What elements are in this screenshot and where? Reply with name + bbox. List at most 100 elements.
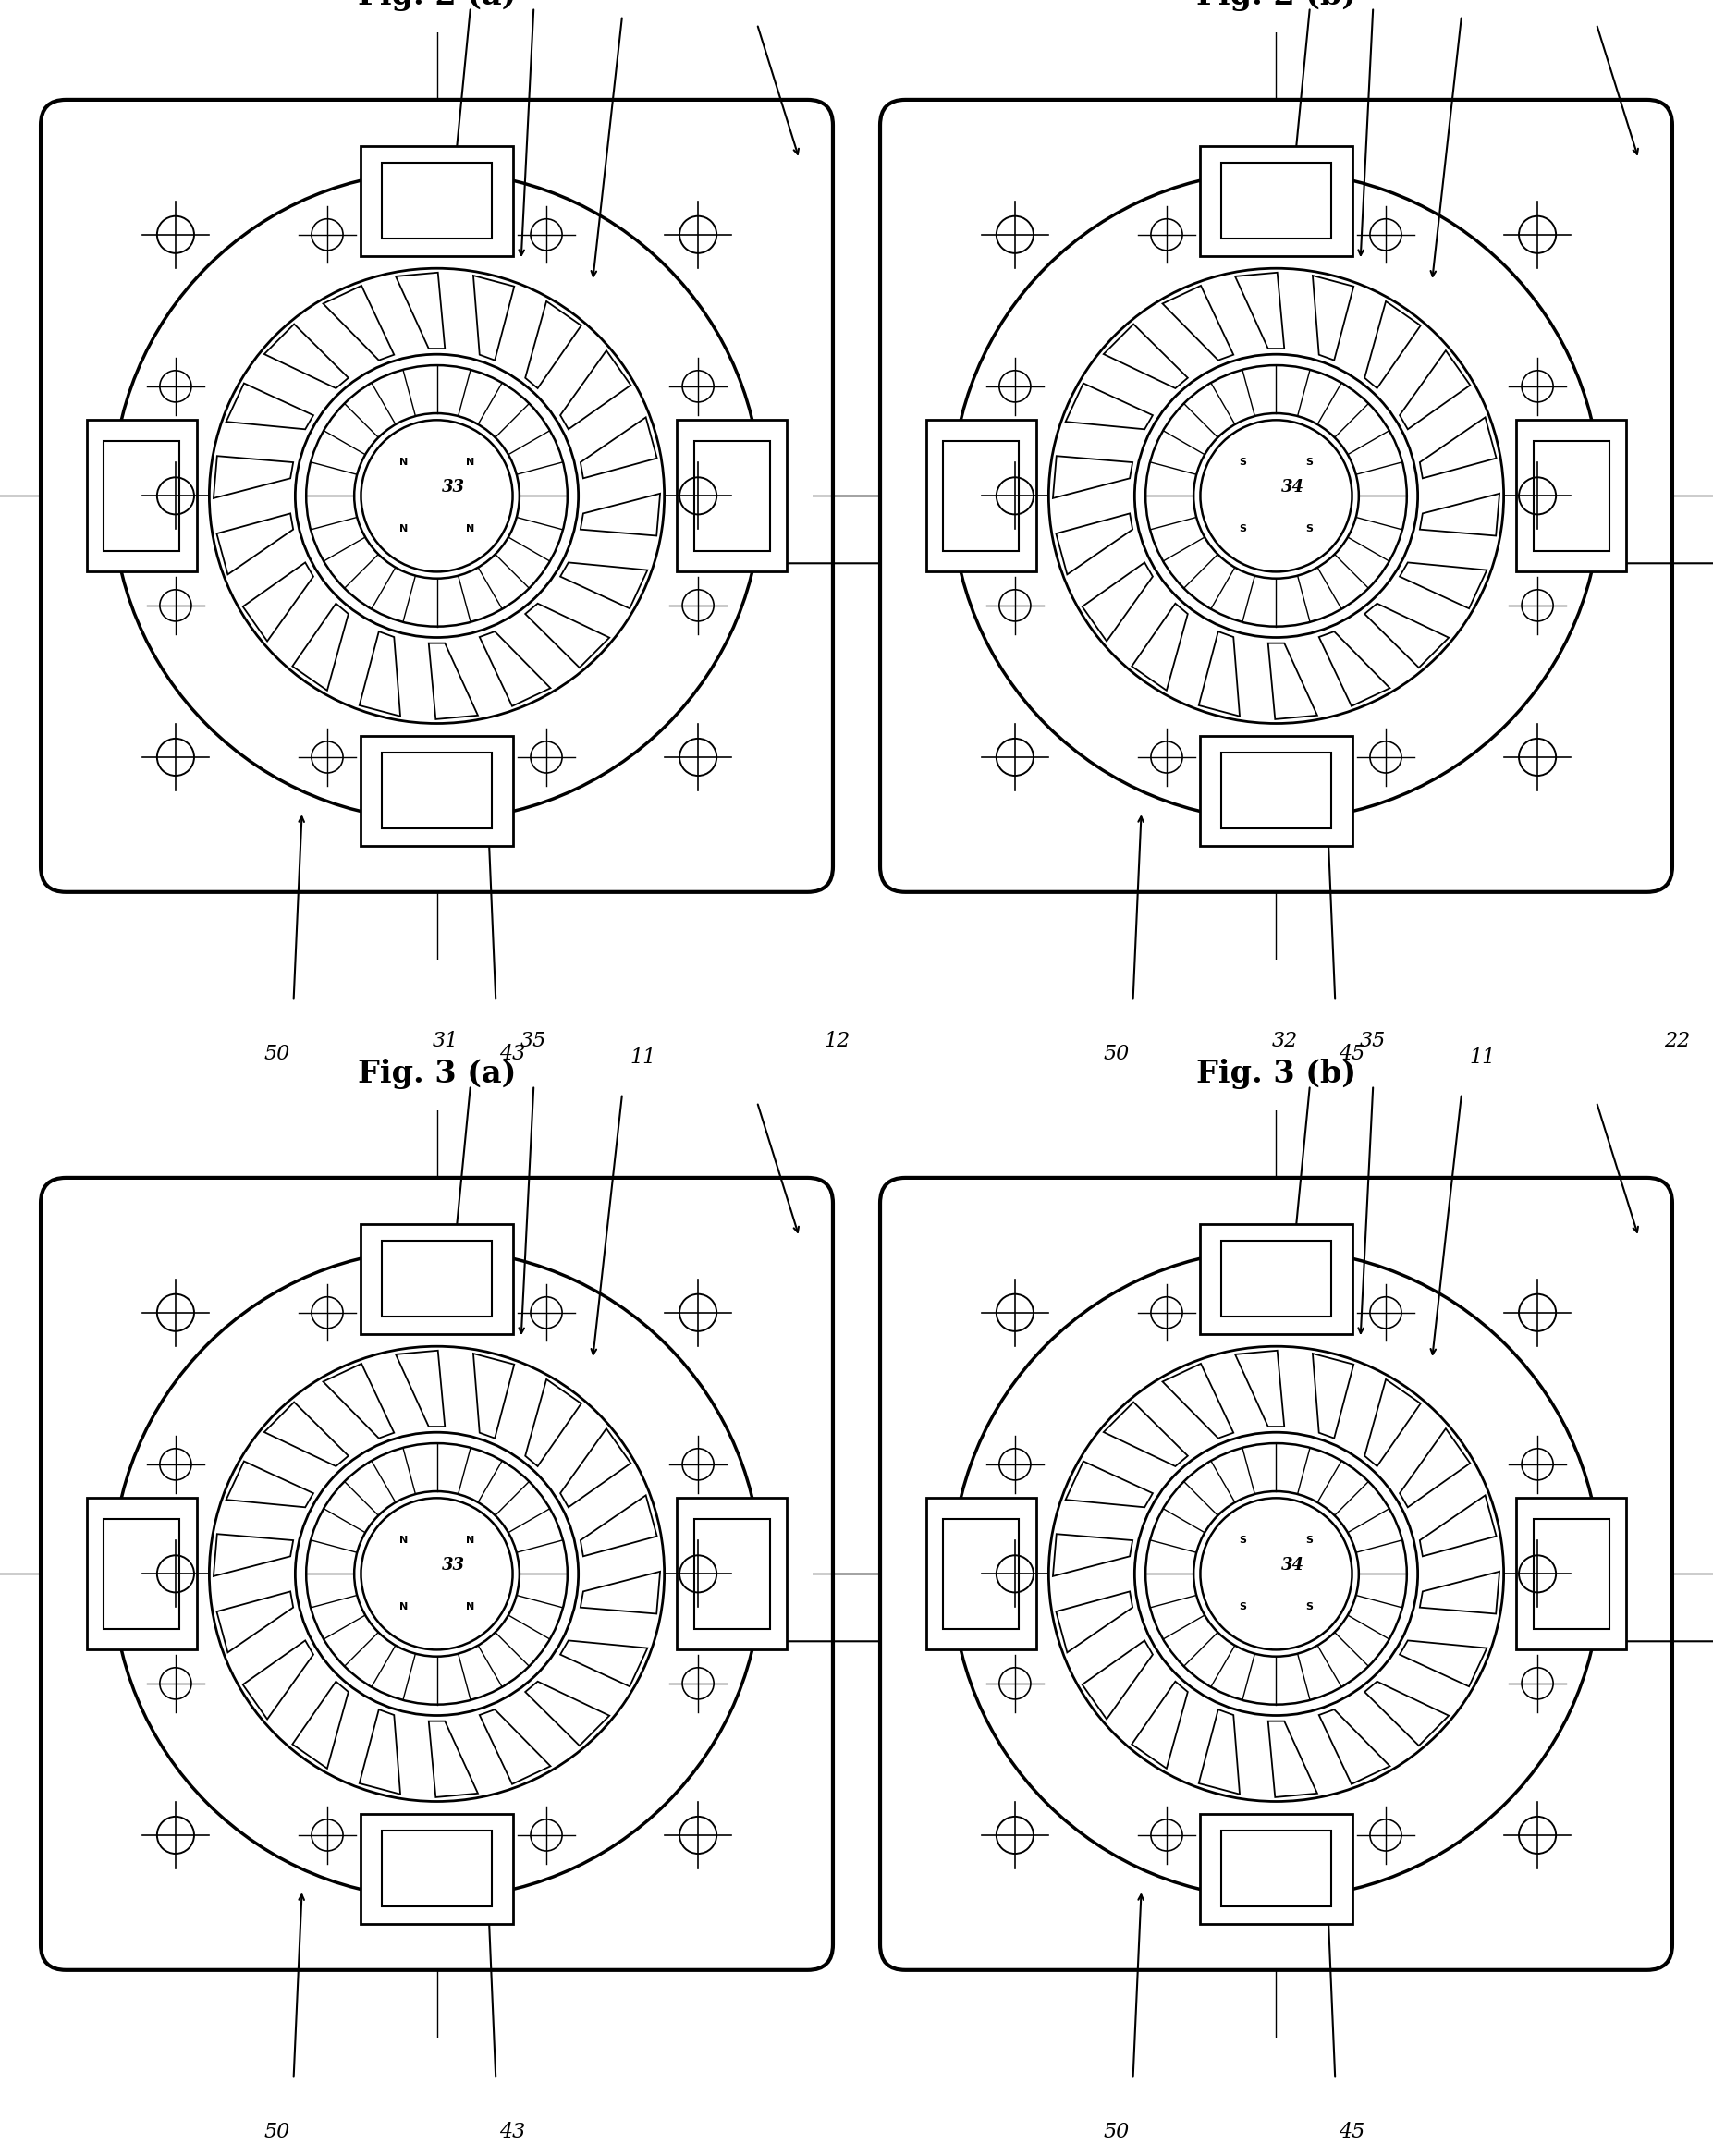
- Polygon shape: [1365, 302, 1420, 388]
- Polygon shape: [1420, 1572, 1499, 1613]
- Bar: [382, 1830, 492, 1906]
- Text: S: S: [1305, 1602, 1314, 1613]
- Circle shape: [1146, 364, 1406, 627]
- Bar: [361, 735, 512, 845]
- Bar: [361, 147, 512, 257]
- Polygon shape: [226, 1462, 313, 1507]
- Polygon shape: [293, 1682, 348, 1768]
- Polygon shape: [473, 276, 514, 360]
- Bar: [927, 1498, 1036, 1649]
- Circle shape: [1201, 1498, 1352, 1649]
- Text: 43: 43: [500, 2122, 526, 2143]
- Polygon shape: [1055, 1591, 1132, 1651]
- Text: S: S: [1305, 524, 1314, 535]
- Circle shape: [952, 1250, 1600, 1897]
- Text: 45: 45: [1340, 2122, 1365, 2143]
- Polygon shape: [1083, 1641, 1153, 1718]
- Bar: [944, 1520, 1019, 1628]
- Polygon shape: [480, 632, 550, 707]
- Bar: [104, 1520, 180, 1628]
- Circle shape: [1194, 1492, 1358, 1656]
- Polygon shape: [560, 1429, 630, 1507]
- Polygon shape: [214, 1535, 293, 1576]
- Circle shape: [113, 1250, 761, 1897]
- Bar: [1201, 1813, 1352, 1923]
- Polygon shape: [428, 642, 478, 720]
- Polygon shape: [1235, 1350, 1285, 1427]
- Circle shape: [355, 414, 519, 578]
- Polygon shape: [1235, 272, 1285, 349]
- Polygon shape: [360, 632, 401, 716]
- Polygon shape: [526, 1682, 610, 1746]
- Bar: [694, 442, 769, 550]
- Circle shape: [1201, 420, 1352, 571]
- Circle shape: [355, 1492, 519, 1656]
- Text: 43: 43: [500, 1044, 526, 1065]
- Text: N: N: [399, 1535, 408, 1546]
- FancyBboxPatch shape: [41, 99, 833, 893]
- Polygon shape: [264, 323, 348, 388]
- Bar: [1201, 735, 1352, 845]
- Circle shape: [361, 1498, 512, 1649]
- Text: 50: 50: [1103, 2122, 1129, 2143]
- Polygon shape: [1053, 457, 1132, 498]
- Circle shape: [1194, 414, 1358, 578]
- Polygon shape: [243, 563, 313, 640]
- Polygon shape: [1268, 642, 1317, 720]
- Polygon shape: [581, 1572, 660, 1613]
- Text: Fig. 3 (b): Fig. 3 (b): [1196, 1059, 1357, 1089]
- Circle shape: [209, 1345, 665, 1802]
- Circle shape: [1146, 1442, 1406, 1705]
- Circle shape: [113, 170, 761, 819]
- Bar: [1516, 1498, 1626, 1649]
- Polygon shape: [226, 384, 313, 429]
- Bar: [382, 1242, 492, 1317]
- Bar: [1516, 420, 1626, 571]
- Circle shape: [295, 354, 579, 638]
- Text: N: N: [466, 457, 475, 468]
- Text: 50: 50: [264, 2122, 289, 2143]
- Bar: [1201, 1225, 1352, 1335]
- Text: N: N: [399, 1602, 408, 1613]
- Text: 34: 34: [1281, 479, 1305, 496]
- Bar: [1221, 1830, 1331, 1906]
- Text: 33: 33: [442, 479, 466, 496]
- Polygon shape: [214, 457, 293, 498]
- Bar: [1221, 1242, 1331, 1317]
- Text: 32: 32: [1271, 1031, 1298, 1052]
- Bar: [87, 420, 197, 571]
- Text: 12: 12: [824, 1031, 851, 1052]
- Text: N: N: [466, 524, 475, 535]
- Circle shape: [209, 267, 665, 724]
- Polygon shape: [396, 272, 445, 349]
- Polygon shape: [581, 1496, 658, 1557]
- Text: 34: 34: [1281, 1557, 1305, 1574]
- Bar: [361, 1813, 512, 1923]
- Polygon shape: [1319, 632, 1389, 707]
- Polygon shape: [480, 1710, 550, 1785]
- Polygon shape: [1365, 1682, 1449, 1746]
- Text: 44: 44: [934, 1623, 961, 1643]
- Polygon shape: [1312, 1354, 1353, 1438]
- Circle shape: [1048, 1345, 1504, 1802]
- Bar: [1221, 164, 1331, 239]
- Bar: [1201, 147, 1352, 257]
- Polygon shape: [1103, 323, 1187, 388]
- Text: 33: 33: [442, 1557, 466, 1574]
- Polygon shape: [1055, 513, 1132, 573]
- FancyBboxPatch shape: [880, 1177, 1672, 1971]
- Polygon shape: [1268, 1720, 1317, 1798]
- Bar: [1533, 442, 1609, 550]
- Polygon shape: [1420, 1496, 1497, 1557]
- Text: 50: 50: [1103, 1044, 1129, 1065]
- Polygon shape: [1199, 1710, 1240, 1794]
- Polygon shape: [324, 285, 394, 360]
- Polygon shape: [1199, 632, 1240, 716]
- Text: 45: 45: [1340, 1044, 1365, 1065]
- Polygon shape: [1365, 1380, 1420, 1466]
- Polygon shape: [216, 513, 293, 573]
- Bar: [944, 442, 1019, 550]
- Text: 22: 22: [1663, 1031, 1691, 1052]
- Polygon shape: [216, 1591, 293, 1651]
- Polygon shape: [581, 418, 658, 479]
